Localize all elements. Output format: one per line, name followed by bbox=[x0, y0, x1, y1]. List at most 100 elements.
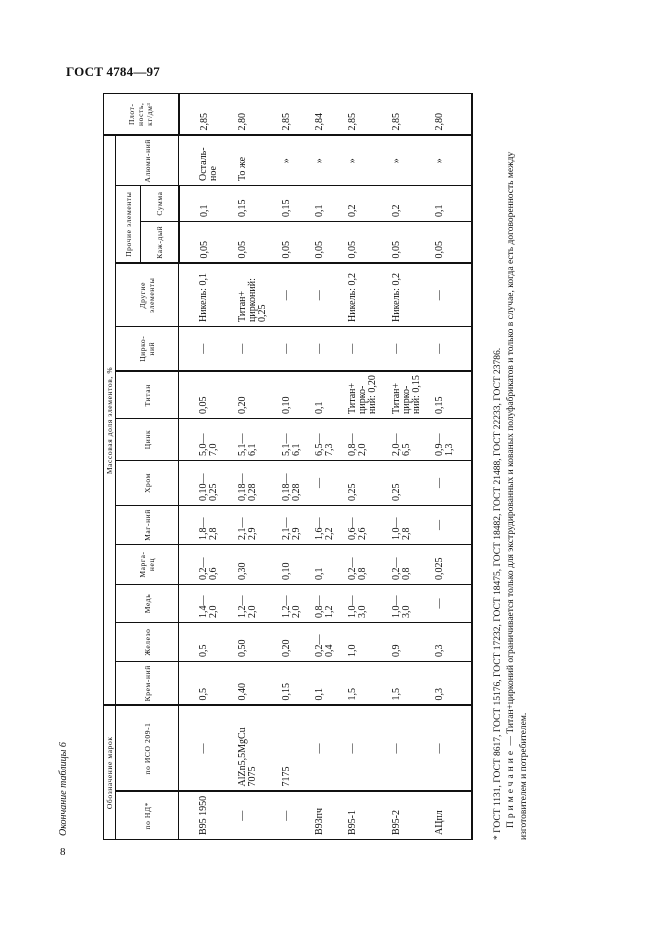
header-cr: Хром bbox=[115, 460, 179, 506]
cell-each: 0,05 bbox=[281, 221, 315, 264]
cell-each: 0,05 bbox=[237, 221, 282, 264]
cell-al: » bbox=[434, 135, 472, 186]
document-title: ГОСТ 4784—97 bbox=[66, 64, 160, 79]
cell-mn: 0,2— 0,8 bbox=[391, 544, 435, 585]
cell-mn: 0,1 bbox=[314, 544, 348, 585]
cell-cu: 1,0— 3,0 bbox=[347, 584, 392, 623]
cell-mg: — bbox=[434, 505, 472, 545]
cell-mn: 0,025 bbox=[434, 544, 472, 585]
cell-mg: 2,1— 2,9 bbox=[237, 505, 282, 545]
cell-cu: 1,2— 2,0 bbox=[281, 584, 315, 623]
header-composition: Массовая доля элементов, % bbox=[103, 135, 116, 706]
table-caption: Окончание таблицы 6 bbox=[58, 742, 69, 836]
composition-table: Обозначение марок Массовая доля элементо… bbox=[103, 93, 473, 840]
cell-density: 2,85 bbox=[178, 93, 238, 136]
table-row: В93пч —0,1 0,2— 0,4 0,8— 1,2 0,1 1,6— 2,2—6,5… bbox=[314, 93, 348, 840]
cell-si: 0,15 bbox=[281, 661, 315, 706]
cell-cu: 1,4— 2,0 bbox=[178, 584, 238, 623]
cell-sum: 0,2 bbox=[391, 185, 435, 222]
cell-fe: 0,3 bbox=[434, 622, 472, 662]
cell-mg: 1,6— 2,2 bbox=[314, 505, 348, 545]
rotated-table-frame: Окончание таблицы 6 Обозначение марок Ма… bbox=[58, 93, 548, 840]
cell-al: То же bbox=[237, 135, 282, 186]
cell-iso: 7175 bbox=[281, 705, 315, 792]
cell-si: 0,5 bbox=[178, 661, 238, 706]
cell-nd: В95 1950 bbox=[178, 791, 238, 840]
cell-ti: 0,1 bbox=[314, 371, 348, 419]
cell-nd: В95-2 bbox=[391, 791, 435, 840]
header-iso: по ИСО 209-1 bbox=[115, 705, 179, 792]
cell-sum: 0,1 bbox=[314, 185, 348, 222]
cell-zr: — bbox=[237, 326, 282, 372]
header-other-elements: Прочие элементы bbox=[115, 185, 141, 264]
cell-ti: 0,05 bbox=[178, 371, 238, 419]
cell-sum: 0,1 bbox=[178, 185, 238, 222]
cell-iso: — bbox=[391, 705, 435, 792]
cell-cr: 0,25 bbox=[391, 460, 435, 506]
header-zn: Цинк bbox=[115, 418, 179, 461]
header-nd: по НД* bbox=[115, 791, 179, 840]
cell-cr: — bbox=[314, 460, 348, 506]
cell-iso: — bbox=[178, 705, 238, 792]
cell-nd: — bbox=[237, 791, 282, 840]
cell-density: 2,80 bbox=[434, 93, 472, 136]
cell-ti: 0,10 bbox=[281, 371, 315, 419]
cell-fe: 0,5 bbox=[178, 622, 238, 662]
table-row: В95-2—1,5 0,9 1,0— 3,0 0,2— 0,8 1,0— 2,8 0,25… bbox=[391, 93, 435, 840]
cell-zn: 0,9— 1,3 bbox=[434, 418, 472, 461]
cell-cr: 0,10— 0,25 bbox=[178, 460, 238, 506]
cell-other: Титан+ цирконий: 0,25 bbox=[237, 263, 282, 327]
cell-si: 0,40 bbox=[237, 661, 282, 706]
page-number: 8 bbox=[60, 846, 66, 858]
cell-cr: 0,18— 0,28 bbox=[281, 460, 315, 506]
cell-fe: 0,20 bbox=[281, 622, 315, 662]
cell-zr: — bbox=[391, 326, 435, 372]
note-text: — Титан+цирконий ограничивается только д… bbox=[506, 151, 529, 840]
header-density: Плот-ность, кг/дм³ bbox=[103, 93, 179, 136]
cell-fe: 1,0 bbox=[347, 622, 392, 662]
header-mn: Марга-нец bbox=[115, 544, 179, 585]
cell-mg: 2,1— 2,9 bbox=[281, 505, 315, 545]
cell-al: » bbox=[314, 135, 348, 186]
table-row: — AlZn5,5MgCu 7075 0,40 0,50 1,2— 2,0 0,30 2,1… bbox=[237, 93, 282, 840]
cell-ti: Титан+ цирко-ний: 0,20 bbox=[347, 371, 392, 419]
header-sum: Сумма bbox=[140, 185, 179, 222]
note-label: Примечание bbox=[506, 747, 516, 828]
cell-fe: 0,9 bbox=[391, 622, 435, 662]
header-mg: Маг-ний bbox=[115, 505, 179, 545]
cell-other: Никель: 0,2 bbox=[391, 263, 435, 327]
table-row: В95-1—1,5 1,0 1,0— 3,0 0,2— 0,8 0,6— 2,6 0,25… bbox=[347, 93, 392, 840]
cell-other: — bbox=[281, 263, 315, 327]
cell-ti: 0,20 bbox=[237, 371, 282, 419]
cell-cr: — bbox=[434, 460, 472, 506]
header-zr: Цирко-ний bbox=[115, 326, 179, 372]
cell-iso: AlZn5,5MgCu 7075 bbox=[237, 705, 282, 792]
cell-si: 1,5 bbox=[347, 661, 392, 706]
cell-al: Осталь-ное bbox=[178, 135, 238, 186]
cell-nd: В95-1 bbox=[347, 791, 392, 840]
cell-mg: 1,8— 2,8 bbox=[178, 505, 238, 545]
cell-si: 0,3 bbox=[434, 661, 472, 706]
cell-each: 0,05 bbox=[314, 221, 348, 264]
header-cu: Медь bbox=[115, 584, 179, 623]
cell-fe: 0,2— 0,4 bbox=[314, 622, 348, 662]
cell-zn: 2,0— 6,5 bbox=[391, 418, 435, 461]
cell-zr: — bbox=[314, 326, 348, 372]
cell-mn: 0,2— 0,8 bbox=[347, 544, 392, 585]
cell-iso: — bbox=[434, 705, 472, 792]
cell-zn: 5,0— 7,0 bbox=[178, 418, 238, 461]
cell-density: 2,85 bbox=[391, 93, 435, 136]
cell-density: 2,80 bbox=[237, 93, 282, 136]
table-body: В95 1950—0,5 0,5 1,4— 2,0 0,2— 0,6 1,8— 2,8 0… bbox=[178, 93, 472, 840]
cell-sum: 0,15 bbox=[237, 185, 282, 222]
cell-zn: 5,1— 6,1 bbox=[281, 418, 315, 461]
cell-zr: — bbox=[178, 326, 238, 372]
cell-mn: 0,10 bbox=[281, 544, 315, 585]
header-si: Крем-ний bbox=[115, 661, 179, 706]
cell-mn: 0,30 bbox=[237, 544, 282, 585]
cell-zr: — bbox=[434, 326, 472, 372]
cell-mg: 0,6— 2,6 bbox=[347, 505, 392, 545]
cell-other: Никель: 0,2 bbox=[347, 263, 392, 327]
cell-other: Никель: 0,1 bbox=[178, 263, 238, 327]
cell-cr: 0,25 bbox=[347, 460, 392, 506]
